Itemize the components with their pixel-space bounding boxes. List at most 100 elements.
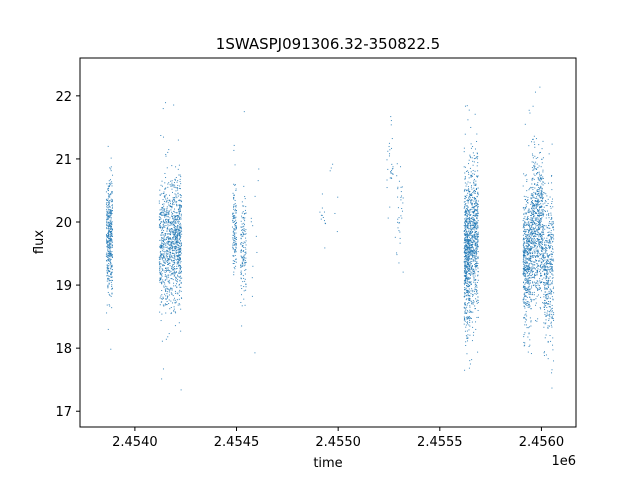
data-point bbox=[233, 208, 235, 210]
data-point bbox=[551, 189, 553, 191]
data-point bbox=[178, 209, 180, 211]
data-point bbox=[540, 193, 542, 195]
data-point bbox=[470, 254, 472, 256]
data-point bbox=[467, 263, 469, 265]
data-point bbox=[257, 180, 259, 182]
data-point bbox=[551, 246, 553, 248]
data-point bbox=[467, 258, 469, 260]
data-point bbox=[107, 202, 109, 204]
data-point bbox=[161, 257, 163, 259]
data-point bbox=[538, 243, 540, 245]
data-point bbox=[469, 311, 471, 313]
data-point bbox=[545, 295, 547, 297]
data-point bbox=[170, 253, 172, 255]
data-point bbox=[235, 261, 237, 263]
data-point bbox=[525, 231, 527, 233]
data-point bbox=[233, 204, 235, 206]
data-point bbox=[463, 261, 465, 263]
data-point bbox=[473, 218, 475, 220]
data-point bbox=[522, 224, 524, 226]
data-point bbox=[467, 268, 469, 270]
data-point bbox=[548, 255, 550, 257]
data-point bbox=[538, 260, 540, 262]
data-point bbox=[467, 200, 469, 202]
data-point bbox=[180, 176, 182, 178]
data-point bbox=[472, 218, 474, 220]
data-point bbox=[467, 235, 469, 237]
data-point bbox=[168, 219, 170, 221]
data-point bbox=[466, 286, 468, 288]
data-point bbox=[552, 286, 554, 288]
data-point bbox=[161, 212, 163, 213]
data-point bbox=[540, 178, 542, 180]
data-point bbox=[464, 259, 466, 261]
data-point bbox=[178, 208, 180, 210]
data-point bbox=[170, 209, 172, 211]
data-point bbox=[110, 225, 112, 227]
data-point bbox=[400, 199, 402, 201]
data-point bbox=[167, 237, 169, 239]
data-point bbox=[538, 244, 540, 246]
data-point bbox=[173, 263, 175, 265]
data-point bbox=[166, 252, 167, 254]
data-point bbox=[473, 184, 475, 186]
data-point bbox=[542, 211, 544, 213]
data-point bbox=[163, 281, 165, 283]
data-point bbox=[474, 232, 476, 234]
data-point bbox=[168, 291, 170, 293]
data-point bbox=[177, 193, 179, 195]
data-point bbox=[468, 213, 470, 215]
data-point bbox=[106, 246, 108, 248]
data-point bbox=[541, 148, 543, 150]
data-point bbox=[533, 210, 535, 212]
data-point bbox=[549, 269, 551, 271]
data-point bbox=[537, 193, 539, 195]
data-point bbox=[167, 186, 169, 188]
data-point bbox=[550, 250, 552, 252]
data-point bbox=[169, 194, 171, 196]
data-point bbox=[107, 291, 109, 293]
data-point bbox=[549, 292, 551, 294]
data-point bbox=[472, 275, 474, 277]
data-point bbox=[550, 253, 552, 255]
data-point bbox=[159, 255, 161, 257]
data-point bbox=[465, 345, 467, 346]
data-point bbox=[244, 230, 246, 232]
data-point bbox=[337, 196, 339, 198]
data-point bbox=[111, 239, 113, 241]
data-point bbox=[467, 239, 469, 241]
data-point bbox=[163, 286, 165, 288]
data-point bbox=[174, 245, 176, 247]
data-point bbox=[464, 225, 466, 227]
data-point bbox=[533, 241, 535, 243]
data-point bbox=[548, 279, 550, 281]
data-point bbox=[533, 173, 535, 175]
data-point bbox=[174, 272, 176, 274]
data-point bbox=[464, 182, 466, 184]
data-point bbox=[465, 282, 467, 284]
data-point bbox=[467, 214, 469, 216]
data-point bbox=[168, 258, 170, 260]
data-point bbox=[528, 285, 530, 287]
data-point bbox=[174, 231, 176, 233]
data-point bbox=[538, 210, 540, 212]
data-point bbox=[467, 340, 469, 342]
data-point bbox=[528, 212, 530, 214]
data-point bbox=[472, 269, 474, 271]
data-point bbox=[476, 217, 478, 219]
data-point bbox=[178, 259, 180, 261]
data-point bbox=[465, 240, 467, 242]
data-point bbox=[173, 241, 175, 243]
data-point bbox=[547, 282, 549, 284]
data-point bbox=[175, 246, 177, 248]
data-point bbox=[474, 209, 476, 211]
data-point bbox=[173, 306, 175, 308]
data-point bbox=[169, 255, 171, 257]
data-point bbox=[529, 112, 531, 114]
data-point bbox=[523, 285, 525, 287]
data-point bbox=[547, 235, 549, 237]
data-point bbox=[469, 319, 471, 321]
data-point bbox=[110, 217, 112, 219]
data-point bbox=[179, 200, 181, 202]
data-point bbox=[525, 278, 527, 280]
